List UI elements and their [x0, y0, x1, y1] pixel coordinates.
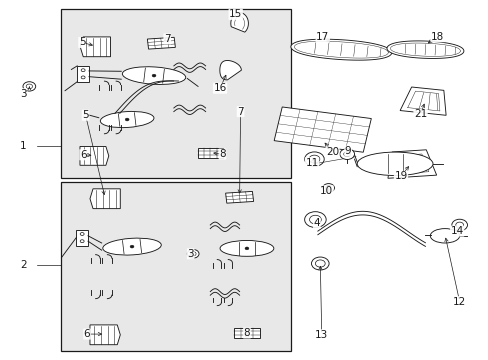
Circle shape	[315, 260, 325, 267]
Ellipse shape	[356, 152, 432, 175]
Circle shape	[81, 69, 85, 72]
Text: 10: 10	[320, 186, 332, 196]
Circle shape	[80, 233, 84, 235]
Text: 17: 17	[315, 32, 329, 42]
Circle shape	[130, 245, 134, 248]
Bar	[225, 192, 253, 203]
Polygon shape	[386, 41, 463, 58]
Polygon shape	[90, 189, 120, 209]
Circle shape	[325, 186, 331, 190]
Ellipse shape	[102, 238, 161, 255]
Circle shape	[455, 222, 463, 228]
Text: 4: 4	[313, 218, 320, 228]
Bar	[197, 148, 223, 158]
Ellipse shape	[100, 112, 154, 127]
Text: 1: 1	[20, 141, 27, 151]
Ellipse shape	[429, 229, 459, 243]
Text: 3: 3	[20, 89, 27, 99]
Circle shape	[244, 247, 248, 250]
Text: 8: 8	[243, 328, 250, 338]
Ellipse shape	[220, 240, 273, 256]
Circle shape	[81, 76, 85, 79]
Circle shape	[309, 215, 321, 224]
Text: 20: 20	[325, 147, 338, 157]
Text: 16: 16	[213, 83, 226, 93]
Text: 2: 2	[20, 260, 27, 270]
Polygon shape	[90, 325, 120, 345]
Text: 9: 9	[344, 146, 351, 156]
Text: 19: 19	[393, 171, 407, 181]
Polygon shape	[220, 60, 241, 80]
Ellipse shape	[122, 67, 185, 85]
Text: 13: 13	[314, 330, 328, 340]
Text: 6: 6	[83, 329, 90, 339]
Text: 7: 7	[163, 34, 170, 44]
Polygon shape	[274, 107, 370, 152]
Bar	[61, 182, 290, 351]
Circle shape	[152, 74, 156, 77]
Text: 15: 15	[228, 9, 242, 19]
Polygon shape	[80, 147, 108, 165]
Text: 14: 14	[449, 226, 463, 236]
Bar	[61, 9, 290, 178]
Circle shape	[187, 249, 199, 258]
Bar	[76, 230, 88, 246]
Circle shape	[80, 240, 84, 243]
Circle shape	[23, 82, 36, 91]
Bar	[234, 328, 259, 338]
Text: 8: 8	[219, 149, 225, 159]
Text: 7: 7	[237, 107, 244, 117]
Text: 12: 12	[452, 297, 466, 307]
Bar	[147, 37, 175, 49]
Circle shape	[308, 155, 319, 163]
Polygon shape	[290, 39, 391, 60]
Polygon shape	[387, 150, 436, 178]
Text: 5: 5	[79, 37, 85, 48]
Polygon shape	[80, 37, 110, 57]
Text: 6: 6	[80, 150, 86, 160]
Circle shape	[125, 118, 129, 121]
Text: 3: 3	[187, 249, 194, 259]
Polygon shape	[399, 87, 445, 115]
Text: 5: 5	[82, 110, 89, 120]
Text: 18: 18	[430, 32, 444, 42]
Circle shape	[339, 149, 354, 159]
Text: 21: 21	[413, 109, 427, 120]
Text: 11: 11	[305, 158, 318, 168]
Bar	[77, 66, 89, 82]
Polygon shape	[230, 13, 248, 32]
